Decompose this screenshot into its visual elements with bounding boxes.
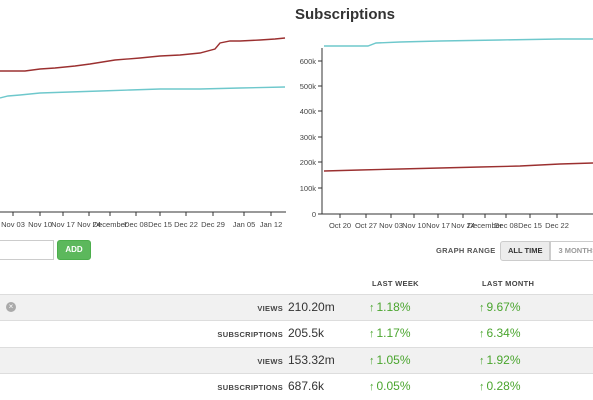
x-tick-label: December (93, 220, 128, 229)
arrow-up-icon: ↑ (369, 302, 375, 314)
arrow-up-icon: ↑ (479, 381, 485, 393)
right-chart-x-ticks: Oct 20 Oct 27 Nov 03 Nov 10 Nov 17 Nov 24Dece… (329, 214, 569, 230)
last-week-header: LAST WEEK (372, 279, 419, 288)
x-tick-label: Dec 08 (124, 220, 148, 229)
metric-value: 687.6k (288, 379, 325, 393)
x-tick-label: Jan 05 (233, 220, 256, 229)
right-chart-teal-line (324, 38, 593, 47)
x-tick-label: Oct 20 (329, 221, 351, 230)
last-month-change: ↑ 0.28% (479, 379, 521, 393)
range-3-months-button[interactable]: 3 MONTHS (550, 241, 593, 261)
last-week-change: ↑ 1.18% (369, 300, 411, 314)
range-all-time-button[interactable]: ALL TIME (500, 241, 551, 261)
x-tick-label: Nov 03 (379, 221, 403, 230)
last-week-change: ↑ 1.05% (369, 353, 411, 367)
x-tick-label: Dec 08 (494, 221, 518, 230)
x-tick-label: Dec 15 (148, 220, 172, 229)
metric-label: SUBSCRIPTIONS (217, 383, 283, 392)
last-month-change: ↑ 1.92% (479, 353, 521, 367)
y-tick-label: 100k (300, 184, 317, 193)
metric-value: 153.32m (288, 353, 335, 367)
x-tick-label: Dec 22 (174, 220, 198, 229)
right-chart-y-ticks: 0 100k 200k 300k 400k 500k 600k (300, 57, 322, 219)
x-tick-label: Jan 12 (260, 220, 283, 229)
x-tick-label: Nov 10 (28, 220, 52, 229)
x-tick-label: Oct 27 (355, 221, 377, 230)
last-month-change: ↑ 6.34% (479, 326, 521, 340)
left-chart-red-line (0, 37, 286, 72)
x-tick-label: Nov 03 (1, 220, 25, 229)
x-tick-label: Dec 29 (201, 220, 225, 229)
x-tick-label: Dec 22 (545, 221, 569, 230)
add-input[interactable] (0, 240, 54, 260)
last-week-change: ↑ 1.17% (369, 326, 411, 340)
add-button[interactable]: ADD (57, 240, 91, 260)
table-row: SUBSCRIPTIONS 205.5k ↑ 1.17% ↑ 6.34% (0, 320, 593, 346)
right-chart-red-line (323, 162, 593, 172)
arrow-up-icon: ↑ (369, 381, 375, 393)
metric-label: SUBSCRIPTIONS (217, 330, 283, 339)
arrow-up-icon: ↑ (369, 355, 375, 367)
arrow-up-icon: ↑ (479, 302, 485, 314)
arrow-up-icon: ↑ (479, 355, 485, 367)
table-row: SUBSCRIPTIONS 687.6k ↑ 0.05% ↑ 0.28% (0, 373, 593, 399)
y-tick-label: 500k (300, 82, 317, 91)
metric-value: 210.20m (288, 300, 335, 314)
last-month-header: LAST MONTH (482, 279, 535, 288)
x-tick-label: Dec 15 (518, 221, 542, 230)
panel-title: Subscriptions (295, 6, 396, 23)
y-tick-label: 300k (300, 133, 317, 142)
y-tick-label: 400k (300, 107, 317, 116)
x-tick-label: December (468, 221, 503, 230)
table-row: × VIEWS 210.20m ↑ 1.18% ↑ 9.67% (0, 294, 593, 320)
last-month-change: ↑ 9.67% (479, 300, 521, 314)
x-tick-label: Nov 24 (451, 221, 475, 230)
metric-value: 205.5k (288, 326, 325, 340)
last-week-change: ↑ 0.05% (369, 379, 411, 393)
graph-range-toggle: ALL TIME 3 MONTHS (500, 241, 593, 261)
x-tick-label: Nov 24 (77, 220, 101, 229)
x-tick-label: Nov 10 (402, 221, 426, 230)
x-tick-label: Nov 17 (51, 220, 75, 229)
metric-label: VIEWS (257, 304, 283, 313)
graph-range-label: GRAPH RANGE (436, 246, 496, 255)
y-tick-label: 200k (300, 158, 317, 167)
arrow-up-icon: ↑ (369, 328, 375, 340)
x-tick-label: Nov 17 (426, 221, 450, 230)
close-icon[interactable]: × (6, 302, 16, 312)
table-row: VIEWS 153.32m ↑ 1.05% ↑ 1.92% (0, 347, 593, 373)
y-tick-label: 0 (312, 210, 316, 219)
metric-label: VIEWS (257, 357, 283, 366)
left-chart-teal-line (0, 86, 286, 99)
arrow-up-icon: ↑ (479, 328, 485, 340)
y-tick-label: 600k (300, 57, 317, 66)
